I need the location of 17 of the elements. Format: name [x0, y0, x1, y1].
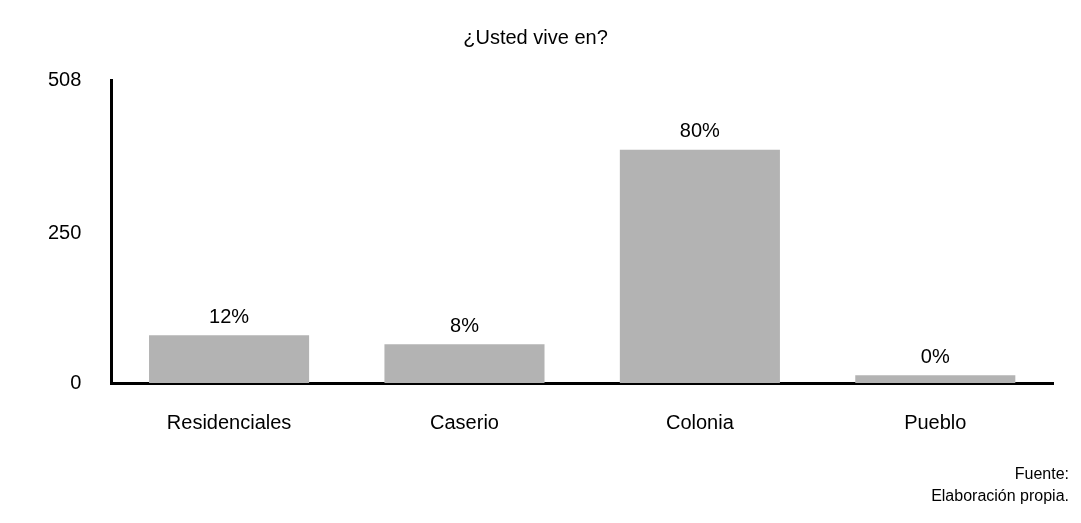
- annotation: 8%: [450, 313, 480, 336]
- x-tick-label: Caserio: [430, 410, 499, 433]
- bar: [619, 149, 780, 383]
- annotation: 0%: [920, 344, 950, 367]
- bar: [149, 335, 310, 383]
- x-tick-label: Pueblo: [904, 410, 967, 433]
- annotation: 80%: [679, 119, 721, 142]
- y-tick-label: 250: [47, 221, 82, 244]
- annotation: 12%: [209, 304, 250, 327]
- x-tick-label: Residenciales: [166, 410, 292, 433]
- y-tick-label: 508: [47, 67, 82, 90]
- bar: [855, 375, 1016, 383]
- y-tick-label: 0: [70, 370, 82, 393]
- bar: [384, 344, 545, 383]
- x-tick-label: Colonia: [665, 410, 735, 433]
- chart-title: ¿Usted vive en?: [463, 25, 608, 48]
- source-note: Fuente: Elaboración propia.: [930, 464, 1069, 506]
